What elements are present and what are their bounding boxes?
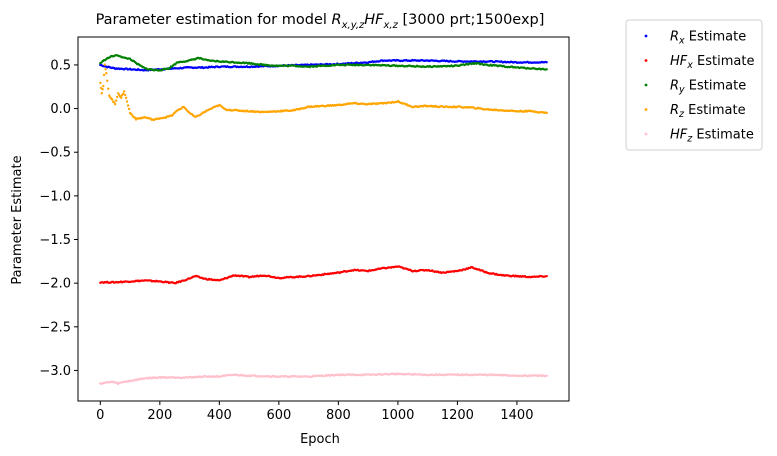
- y-tick-label: −1.5: [39, 233, 71, 248]
- data-point: [99, 81, 102, 85]
- x-tick-label: 400: [207, 408, 232, 423]
- data-point: [133, 116, 137, 119]
- data-point: [103, 63, 106, 66]
- data-point: [102, 73, 106, 77]
- plot-area: 0 200 400 600 800 1000 1200 1400 0.5 0.0 −0.5 −1.0 −…: [39, 36, 570, 423]
- data-point: [122, 90, 126, 93]
- legend: Rx Estimate HFx Estimate Ry Estimate Rz Est…: [625, 19, 763, 151]
- y-tick-label: −2.0: [39, 277, 71, 292]
- x-tick-label: 1000: [381, 408, 414, 423]
- data-point: [101, 88, 104, 91]
- data-point: [545, 68, 548, 71]
- data-point: [105, 72, 108, 75]
- data-point: [115, 95, 119, 99]
- legend-marker: [644, 108, 648, 111]
- legend-marker: [644, 132, 648, 136]
- legend-entry-label: Ry Estimate: [670, 79, 746, 96]
- data-point: [102, 84, 105, 88]
- legend-entry-label: Rx Estimate: [670, 30, 746, 47]
- y-tick-label: −2.5: [39, 320, 71, 335]
- y-axis-label: Parameter Estimate: [10, 155, 25, 284]
- legend-marker: [644, 34, 648, 38]
- chart-title: Parameter estimation for model Rx,y,zHFx…: [96, 12, 545, 31]
- legend-entry-label: HFx Estimate: [670, 54, 754, 71]
- legend-frame: [625, 19, 763, 151]
- y-tick-label: −1.0: [39, 189, 71, 204]
- data-point: [111, 98, 114, 101]
- x-tick-label: 600: [266, 408, 291, 423]
- data-point: [125, 100, 129, 103]
- data-point: [104, 68, 107, 71]
- data-point: [545, 274, 548, 278]
- data-point: [113, 101, 116, 104]
- data-point: [545, 111, 548, 115]
- y-tick-label: −3.0: [39, 364, 71, 379]
- data-point: [124, 96, 128, 100]
- data-point: [108, 94, 111, 97]
- legend-marker: [644, 59, 648, 62]
- series-3: [99, 63, 548, 122]
- data-point: [121, 92, 125, 96]
- data-point: [114, 99, 118, 102]
- data-point: [126, 104, 130, 107]
- x-tick-label: 0: [96, 408, 104, 423]
- legend-marker: [644, 83, 648, 87]
- series-2: [99, 54, 548, 72]
- y-tick-label: −0.5: [39, 146, 71, 161]
- legend-entry-label: HFz Estimate: [670, 128, 754, 145]
- x-tick-label: 1400: [500, 408, 533, 423]
- y-tick-label: 0.5: [50, 58, 71, 73]
- data-point: [114, 102, 117, 106]
- legend-entry-label: Rz Estimate: [670, 103, 746, 120]
- x-tick-label: 800: [326, 408, 351, 423]
- x-axis-label: Epoch: [300, 432, 340, 447]
- x-tick-label: 200: [147, 408, 172, 423]
- x-tick-label: 1200: [441, 408, 474, 423]
- data-point: [100, 92, 104, 95]
- data-point: [106, 79, 109, 82]
- data-point: [127, 107, 131, 111]
- data-point: [123, 93, 127, 97]
- series-1: [99, 265, 548, 285]
- y-tick-label: 0.0: [50, 102, 71, 117]
- data-point: [107, 87, 110, 90]
- axes-frame: [77, 36, 570, 402]
- data-point: [545, 61, 548, 64]
- series-4: [99, 372, 548, 386]
- data-point: [545, 374, 548, 377]
- data-point: [119, 96, 123, 99]
